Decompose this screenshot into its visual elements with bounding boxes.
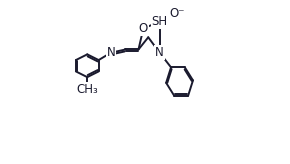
Text: O: O <box>139 22 148 35</box>
Text: SH: SH <box>152 15 168 28</box>
Text: CH₃: CH₃ <box>76 83 98 96</box>
Text: O⁻: O⁻ <box>170 7 185 20</box>
Text: N: N <box>106 46 115 59</box>
Text: N: N <box>155 46 164 59</box>
